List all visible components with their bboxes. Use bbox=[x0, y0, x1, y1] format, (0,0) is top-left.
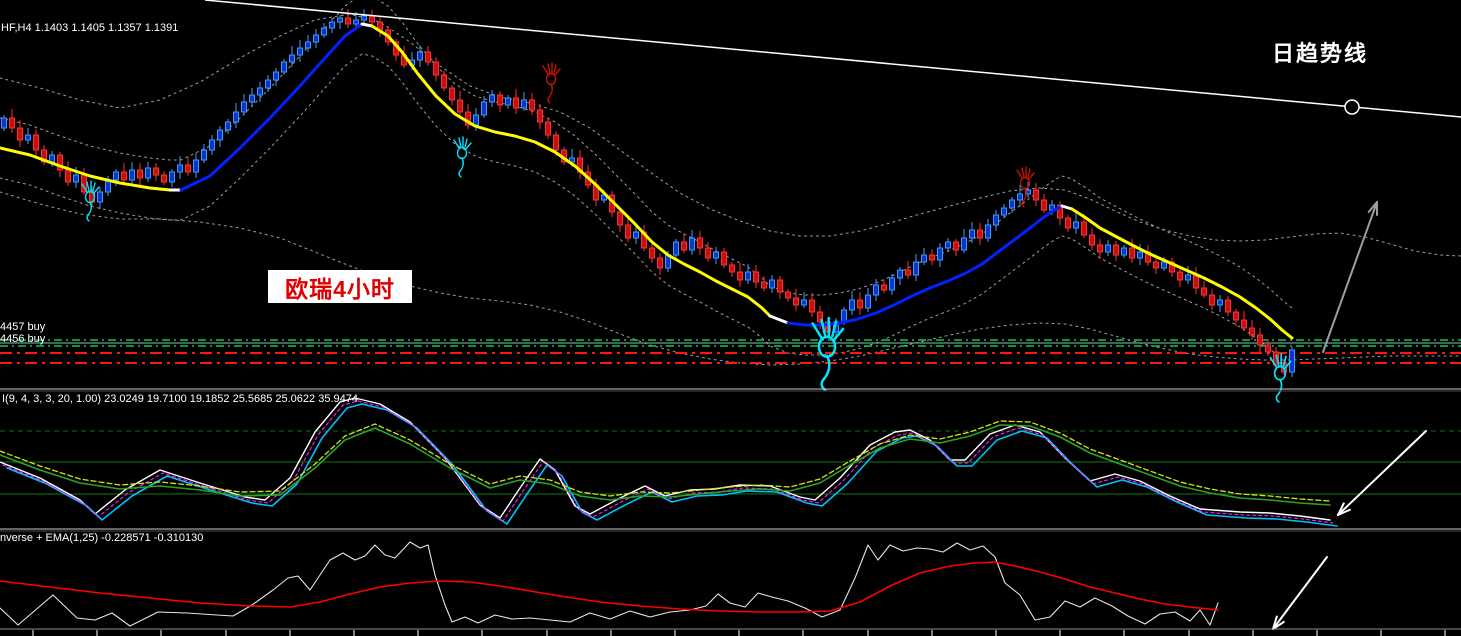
indicator1-layer bbox=[0, 397, 1461, 527]
indicator-line-green bbox=[0, 424, 1331, 506]
indicator2-label: nverse + EMA(1,25) -0.228571 -0.310130 bbox=[0, 532, 204, 544]
band-upper-inner bbox=[0, 0, 1293, 309]
indicator1-arrow bbox=[1337, 430, 1427, 516]
chart-annotation-box: 欧瑞4小时 bbox=[268, 270, 412, 303]
symbol-ohlc-label: HF,H4 1.1403 1.1405 1.1357 1.1391 bbox=[1, 22, 179, 34]
ma-segment bbox=[768, 314, 790, 325]
hand-signal-icon bbox=[811, 316, 845, 392]
ma-segment bbox=[1070, 207, 1294, 340]
hand-signal-icon bbox=[1269, 353, 1292, 403]
indicator-line-yellow bbox=[0, 420, 1331, 502]
ma-segment bbox=[1060, 204, 1074, 211]
band-lower-inner bbox=[0, 53, 1293, 369]
ma-segment bbox=[786, 204, 1064, 327]
indicator-line-red bbox=[0, 561, 1219, 613]
hand-signal-icon bbox=[81, 180, 100, 222]
trendline-label: 日趋势线 bbox=[1272, 41, 1369, 66]
buy-order-label-2: 4456 buy bbox=[0, 333, 46, 345]
indicator2-arrow bbox=[1272, 556, 1328, 630]
indicator-line-cyan bbox=[6, 403, 1338, 527]
panel-separators-and-time-axis bbox=[0, 388, 1461, 636]
ma-segment bbox=[370, 24, 772, 318]
ma-segment bbox=[0, 146, 172, 192]
indicator2-layer bbox=[0, 541, 1328, 630]
bollinger-bands-layer bbox=[0, 0, 1461, 369]
indicator1-label: I(9, 4, 3, 3, 20, 1.00) 23.0249 19.7100 … bbox=[2, 393, 358, 405]
ma-segment bbox=[360, 22, 374, 28]
buy-order-label-1: 4457 buy bbox=[0, 321, 46, 333]
candles-layer bbox=[1, 9, 1295, 377]
price-levels-layer bbox=[0, 339, 1461, 364]
indicator-line-white bbox=[0, 397, 1331, 521]
indicator-line-white bbox=[0, 541, 1219, 627]
main-chart-up-arrow bbox=[1322, 201, 1379, 353]
moving-average-layer bbox=[0, 22, 1294, 340]
hand-markers-layer bbox=[81, 62, 1292, 403]
hand-signal-icon bbox=[1016, 166, 1035, 208]
ma-segment bbox=[179, 22, 364, 192]
daily-trendline[interactable] bbox=[204, 0, 1461, 118]
hand-signal-icon bbox=[542, 62, 561, 104]
chart-annotation-text: 欧瑞4小时 bbox=[285, 275, 395, 302]
hand-signal-icon bbox=[453, 136, 472, 178]
band-lower-outer bbox=[0, 191, 1461, 366]
